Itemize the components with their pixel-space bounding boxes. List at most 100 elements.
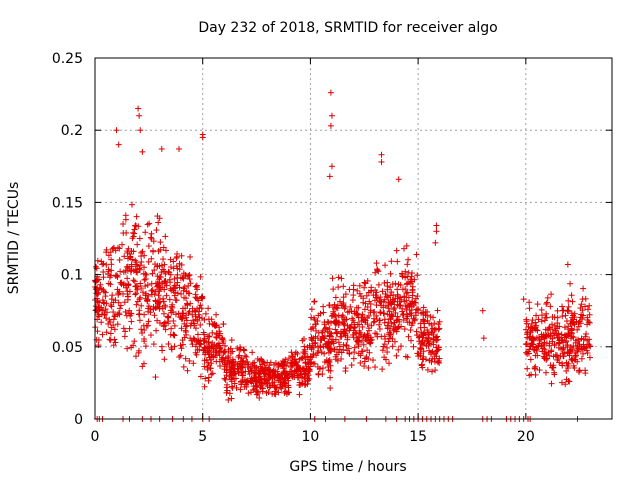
data-point [208, 316, 215, 323]
data-point [394, 258, 401, 265]
data-point [134, 286, 141, 293]
data-point [178, 290, 185, 297]
data-point [340, 320, 347, 327]
data-point [149, 270, 156, 277]
data-point [165, 320, 172, 327]
data-point [391, 338, 398, 345]
data-point [559, 360, 566, 367]
data-point [150, 248, 157, 255]
data-point [127, 253, 134, 260]
data-point [145, 318, 152, 325]
data-point [237, 346, 244, 353]
data-point [357, 352, 364, 359]
data-point [424, 366, 431, 373]
data-point [311, 316, 318, 323]
data-point [234, 361, 241, 368]
data-point [148, 280, 155, 287]
data-point [174, 290, 181, 297]
data-point [338, 275, 345, 282]
data-point [227, 350, 234, 357]
data-point [93, 290, 100, 297]
data-point [357, 359, 364, 366]
data-point [380, 343, 387, 350]
data-point [479, 307, 486, 314]
data-point [338, 333, 345, 340]
data-point [558, 336, 565, 343]
data-point [135, 105, 142, 112]
data-point [432, 367, 439, 374]
data-point [331, 311, 338, 318]
data-point [282, 375, 289, 382]
data-point [162, 233, 169, 240]
data-point [150, 238, 157, 245]
data-point [427, 313, 434, 320]
data-point [569, 298, 576, 305]
data-point [571, 310, 578, 317]
data-point [525, 350, 532, 357]
data-point [406, 319, 413, 326]
data-point [243, 381, 250, 388]
data-point [272, 388, 279, 395]
data-point [338, 328, 345, 335]
data-point [132, 257, 139, 264]
data-point [399, 271, 406, 278]
data-point [545, 325, 552, 332]
data-point [338, 355, 345, 362]
data-point [333, 351, 340, 358]
data-point [526, 299, 533, 306]
data-point [555, 334, 562, 341]
x-tick-label: 10 [302, 429, 320, 445]
data-point [407, 327, 414, 334]
data-point [105, 266, 112, 273]
data-point [565, 360, 572, 367]
data-point [150, 341, 157, 348]
y-tick-label: 0.1 [61, 268, 83, 284]
data-point [92, 263, 99, 270]
data-point [162, 279, 169, 286]
data-point [171, 275, 178, 282]
data-point [403, 297, 410, 304]
data-point [433, 228, 440, 235]
data-point [130, 248, 137, 255]
data-point [408, 322, 415, 329]
data-point [145, 243, 152, 250]
data-point [325, 363, 332, 370]
data-point [365, 364, 372, 371]
data-point [367, 300, 374, 307]
data-point [111, 313, 118, 320]
data-point [327, 374, 334, 381]
data-point [545, 349, 552, 356]
data-point [308, 314, 315, 321]
data-point [379, 366, 386, 373]
data-point [107, 281, 114, 288]
data-point [121, 299, 128, 306]
data-point [360, 341, 367, 348]
data-point [299, 337, 306, 344]
data-point [542, 314, 549, 321]
data-point [340, 283, 347, 290]
data-point [238, 369, 245, 376]
data-point [157, 246, 164, 253]
data-point [296, 391, 303, 398]
data-point [128, 318, 135, 325]
data-point [278, 360, 285, 367]
data-point [102, 289, 109, 296]
data-point [361, 306, 368, 313]
data-point [103, 300, 110, 307]
data-point [350, 355, 357, 362]
data-point [326, 356, 333, 363]
data-point [584, 317, 591, 324]
data-point [266, 362, 273, 369]
data-point [347, 303, 354, 310]
data-point [141, 326, 148, 333]
data-point [286, 372, 293, 379]
data-point [204, 348, 211, 355]
data-point [132, 291, 139, 298]
data-point [201, 357, 208, 364]
data-point [572, 353, 579, 360]
data-point [201, 316, 208, 323]
data-point [170, 317, 177, 324]
data-point [329, 275, 336, 282]
data-point [317, 344, 324, 351]
data-point [183, 317, 190, 324]
